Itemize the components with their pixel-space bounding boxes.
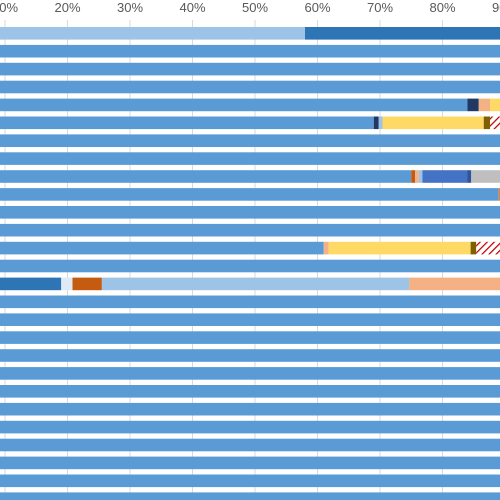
- bar-segment-row-8-seg-0: [0, 170, 412, 183]
- bar-segment-row-9-seg-1: [498, 188, 500, 201]
- bar-segment-row-5-seg-3: [382, 116, 484, 130]
- bar-segment-row-12-seg-0: [0, 241, 324, 255]
- bar-segment-row-25-seg-0: [0, 474, 500, 488]
- bar-segment-row-16-seg-0: [0, 313, 500, 326]
- bar-segment-row-12-seg-3: [470, 241, 477, 255]
- bars: [0, 27, 500, 500]
- bar-segment-row-0-seg-1: [305, 27, 500, 40]
- bar-segment-row-9-seg-0: [0, 188, 499, 201]
- x-tick-label: 30%: [117, 0, 143, 15]
- bar-segment-row-4-seg-1: [467, 98, 479, 112]
- bar-segment-row-10-seg-0: [0, 206, 500, 219]
- bar-segment-row-12-seg-4: [476, 241, 500, 255]
- bar-segment-row-17-seg-0: [0, 331, 500, 344]
- bar-segment-row-1-seg-0: [0, 44, 500, 58]
- x-tick-label: 10%: [0, 0, 18, 15]
- bar-segment-row-23-seg-0: [0, 438, 500, 452]
- bar-segment-row-26-seg-0: [0, 492, 500, 500]
- bar-segment-row-4-seg-0: [0, 98, 468, 112]
- bar-segment-row-21-seg-0: [0, 402, 500, 416]
- bar-segment-row-11-seg-0: [0, 223, 500, 237]
- bar-segment-row-8-seg-3: [418, 170, 423, 183]
- bar-segment-row-4-seg-2: [478, 98, 490, 112]
- bar-segment-row-5-seg-5: [490, 116, 500, 130]
- bar-segment-row-3-seg-0: [0, 80, 500, 94]
- bar-segment-row-2-seg-0: [0, 62, 500, 76]
- bar-segment-row-5-seg-0: [0, 116, 374, 130]
- bar-segment-row-15-seg-0: [0, 295, 500, 309]
- bar-segment-row-5-seg-1: [373, 116, 379, 130]
- x-tick-label: 80%: [429, 0, 455, 15]
- x-axis-tick-labels: 10% 20% 30% 40% 50% 60% 70% 80% 90%: [0, 0, 500, 15]
- bar-segment-row-14-seg-3: [101, 277, 410, 291]
- bar-segment-row-18-seg-0: [0, 349, 500, 362]
- bar-segment-row-14-seg-0: [0, 277, 62, 291]
- bar-segment-row-14-seg-1: [61, 277, 73, 291]
- bar-segment-row-4-seg-3: [490, 98, 500, 112]
- x-tick-label: 90%: [492, 0, 500, 15]
- bar-segment-row-14-seg-2: [72, 277, 102, 291]
- bar-segment-row-13-seg-0: [0, 259, 500, 273]
- x-tick-label: 20%: [54, 0, 80, 15]
- x-tick-label: 50%: [242, 0, 268, 15]
- bar-segment-row-0-seg-0: [0, 27, 305, 40]
- bar-segment-row-20-seg-0: [0, 385, 500, 398]
- bar-segment-row-8-seg-6: [471, 170, 500, 183]
- bar-segment-row-8-seg-2: [415, 170, 419, 183]
- bar-segment-row-5-seg-4: [483, 116, 490, 130]
- x-tick-label: 40%: [179, 0, 205, 15]
- bar-segment-row-5-seg-2: [378, 116, 383, 130]
- x-tick-label: 70%: [367, 0, 393, 15]
- x-tick-label: 60%: [304, 0, 330, 15]
- bar-segment-row-24-seg-0: [0, 456, 500, 470]
- bar-segment-row-8-seg-1: [411, 170, 415, 183]
- bar-segment-row-6-seg-0: [0, 134, 500, 147]
- bar-segment-row-12-seg-2: [328, 241, 471, 255]
- bar-segment-row-22-seg-0: [0, 420, 500, 434]
- bar-segment-row-8-seg-4: [422, 170, 468, 183]
- bar-segment-row-12-seg-1: [323, 241, 329, 255]
- bar-segment-row-19-seg-0: [0, 367, 500, 380]
- bar-segment-row-8-seg-5: [467, 170, 472, 183]
- bar-segment-row-7-seg-0: [0, 152, 500, 165]
- bar-segment-row-14-seg-4: [409, 277, 500, 291]
